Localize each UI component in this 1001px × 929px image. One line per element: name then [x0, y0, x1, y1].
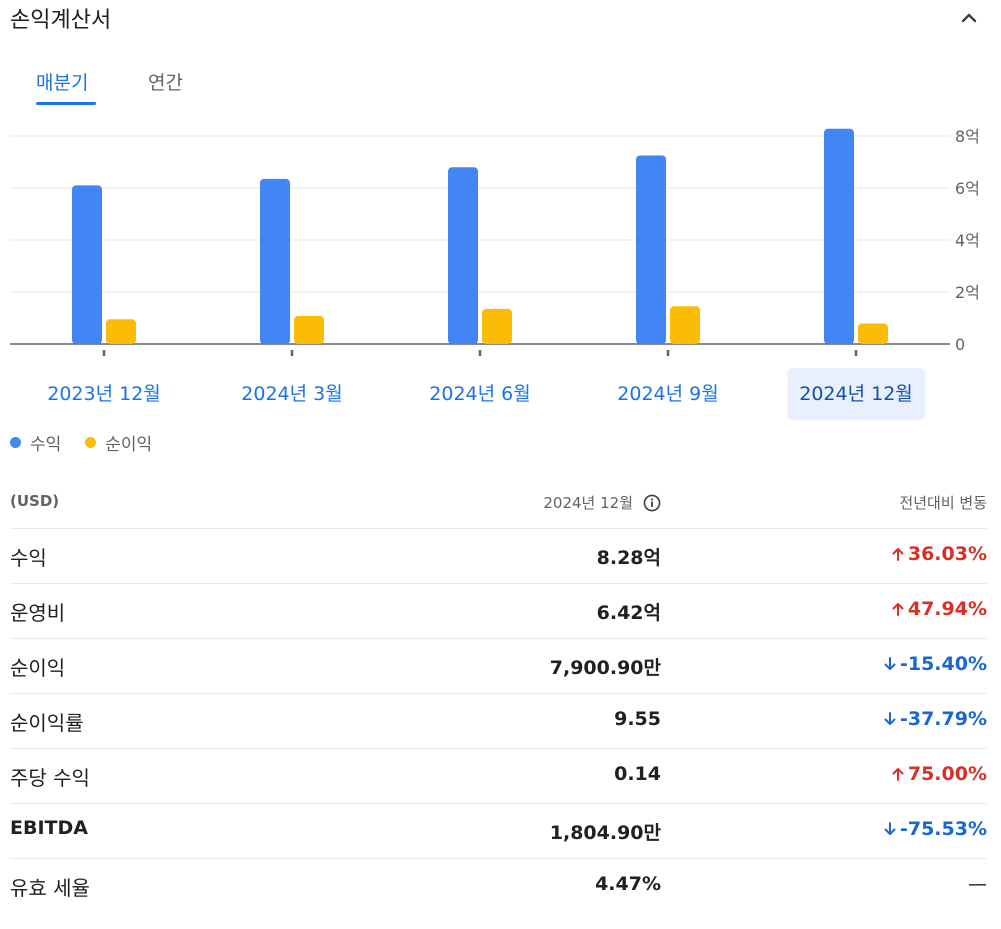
y-tick-label: 2억 [955, 283, 980, 302]
arrow-down-icon [882, 711, 898, 727]
metric-name: 순이익 [10, 656, 66, 680]
period-header-label: 2024년 12월 [543, 494, 633, 512]
income-table: (USD) 2024년 12월 전년대비 변동 수익 8.28억 36.03% 운영비… [10, 476, 987, 913]
legend-label-net-income: 순이익 [105, 434, 153, 455]
legend-label-revenue: 수익 [30, 434, 62, 455]
legend-item-revenue: 수익 [10, 430, 61, 455]
table-row: EBITDA 1,804.90만 -75.53% [10, 804, 987, 859]
metric-name: 순이익률 [10, 711, 84, 735]
metric-change-value: -75.53% [899, 818, 987, 840]
collapse-button[interactable] [955, 4, 983, 32]
active-tab-indicator [36, 102, 96, 105]
metric-value: 4.47% [595, 873, 661, 895]
arrow-up-icon [890, 601, 906, 617]
arrow-down-icon [882, 821, 898, 837]
net-income-bar [106, 319, 136, 344]
revenue-bar [824, 128, 854, 344]
metric-name: 수익 [10, 546, 47, 570]
metric-change-value: 47.94% [907, 598, 987, 620]
legend-dot-net-income [85, 436, 97, 448]
x-tick-label[interactable]: 2024년 12월 [787, 368, 925, 420]
chart-legend: 수익 순이익 [10, 430, 176, 455]
x-tick-label[interactable]: 2023년 12월 [47, 383, 161, 405]
legend-item-net-income: 순이익 [85, 430, 152, 455]
period-header: 2024년 12월 [543, 492, 661, 513]
table-row: 운영비 6.42억 47.94% [10, 584, 987, 639]
y-tick-label: 4억 [955, 231, 980, 250]
metric-name: EBITDA [10, 817, 88, 839]
y-tick-label: 6억 [955, 179, 980, 198]
metric-value: 8.28억 [596, 547, 661, 569]
metric-change: 47.94% [890, 598, 987, 620]
metric-value: 9.55 [614, 708, 661, 730]
net-income-bar [858, 323, 888, 344]
section-title: 손익계산서 [10, 8, 112, 33]
revenue-bar [260, 178, 290, 344]
metric-name: 운영비 [10, 601, 66, 625]
metric-change-value: -15.40% [899, 653, 987, 675]
metric-change: -37.79% [882, 708, 987, 730]
revenue-bar [636, 155, 666, 344]
metric-change: -15.40% [882, 653, 987, 675]
metric-value: 6.42억 [596, 602, 661, 624]
table-header: (USD) 2024년 12월 전년대비 변동 [10, 476, 987, 529]
arrow-down-icon [882, 656, 898, 672]
table-row: 수익 8.28억 36.03% [10, 529, 987, 584]
change-header: 전년대비 변동 [899, 494, 987, 512]
y-tick-label: 8억 [955, 127, 980, 146]
metric-change: -75.53% [882, 818, 987, 840]
tab-annual[interactable]: 연간 [148, 72, 183, 94]
arrow-up-icon [890, 546, 906, 562]
arrow-up-icon [890, 766, 906, 782]
table-row: 주당 수익 0.14 75.00% [10, 749, 987, 804]
info-icon[interactable] [643, 494, 661, 512]
x-tick-label[interactable]: 2024년 3월 [241, 383, 343, 405]
revenue-bar [448, 167, 478, 344]
metric-value: 1,804.90만 [549, 822, 661, 844]
net-income-bar [670, 306, 700, 344]
metric-change-value: 36.03% [907, 543, 987, 565]
table-body: 수익 8.28억 36.03% 운영비 6.42억 47.94% 순이익 7,900.90만 -… [10, 529, 987, 913]
income-bar-chart: 0 2억 4억 6억 8억 [10, 127, 980, 356]
income-statement-header: 손익계산서 [10, 0, 991, 36]
metric-change: 36.03% [890, 543, 987, 565]
metric-name: 유효 세율 [10, 876, 90, 900]
net-income-bar [482, 308, 512, 344]
legend-dot-revenue [10, 436, 21, 448]
metric-change: — [968, 873, 987, 895]
x-tick-label[interactable]: 2024년 6월 [429, 383, 531, 405]
table-row: 유효 세율 4.47% — [10, 859, 987, 913]
metric-change: 75.00% [890, 763, 987, 785]
metric-change-value: — [968, 873, 987, 895]
metric-change-value: -37.79% [899, 708, 987, 730]
y-tick-label: 0 [955, 335, 965, 354]
chevron-up-icon [961, 13, 977, 23]
table-row: 순이익 7,900.90만 -15.40% [10, 639, 987, 694]
metric-value: 7,900.90만 [549, 657, 661, 679]
metric-value: 0.14 [614, 763, 661, 785]
currency-unit: (USD) [10, 492, 60, 510]
tab-quarterly[interactable]: 매분기 [36, 72, 89, 94]
x-tick-label[interactable]: 2024년 9월 [617, 383, 719, 405]
metric-name: 주당 수익 [10, 766, 90, 790]
metric-change-value: 75.00% [907, 763, 987, 785]
revenue-bar [72, 185, 102, 344]
table-row: 순이익률 9.55 -37.79% [10, 694, 987, 749]
net-income-bar [294, 315, 324, 344]
